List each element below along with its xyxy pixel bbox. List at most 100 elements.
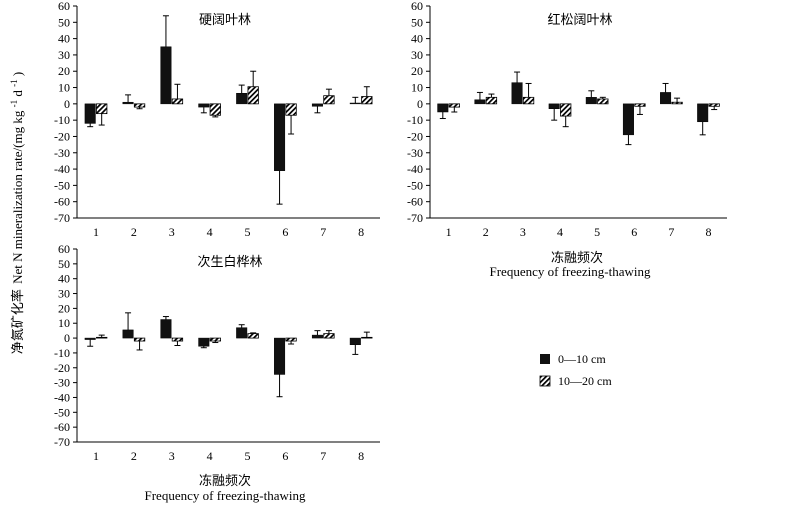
x-tick-label: 7 bbox=[320, 449, 326, 463]
panel-korean-pine: 红松阔叶林 冻融频次 Frequency of freezing-thawing… bbox=[407, 0, 727, 279]
bar-10-20cm bbox=[171, 98, 184, 105]
x-tick-label: 7 bbox=[668, 225, 674, 239]
bar-10-20cm bbox=[96, 336, 108, 339]
bar-10-20cm bbox=[247, 333, 259, 339]
bar-0-10cm bbox=[160, 319, 172, 339]
y-axis-title-en: Net N mineralization rate/(mg kg bbox=[10, 110, 25, 284]
y-tick-label: -50 bbox=[407, 178, 423, 192]
bar-10-20cm bbox=[209, 337, 221, 342]
y-tick-label: 30 bbox=[58, 48, 70, 62]
y-tick-label: -30 bbox=[407, 146, 423, 160]
x-tick-label: 4 bbox=[207, 449, 213, 463]
y-tick-label: 40 bbox=[411, 32, 423, 46]
bar-10-20cm bbox=[209, 103, 221, 116]
panel-title: 次生白桦林 bbox=[197, 254, 262, 269]
x-tick-label: 2 bbox=[131, 449, 137, 463]
y-axis-title: 净氮矿化率 Net N mineralization rate/(mg kg -… bbox=[5, 72, 25, 354]
bar-10-20cm bbox=[247, 86, 259, 105]
y-tick-label: -70 bbox=[54, 435, 70, 449]
y-tick-label: -60 bbox=[54, 195, 70, 209]
y-tick-label: 10 bbox=[58, 316, 70, 330]
y-tick-label: -30 bbox=[54, 146, 70, 160]
y-tick-label: 50 bbox=[411, 15, 423, 29]
y-tick-label: 30 bbox=[58, 287, 70, 301]
x-tick-label: 3 bbox=[520, 225, 526, 239]
x-tick-label: 1 bbox=[93, 449, 99, 463]
y-tick-label: -60 bbox=[54, 420, 70, 434]
bar-10-20cm bbox=[671, 101, 683, 105]
y-tick-label: 10 bbox=[58, 81, 70, 95]
y-tick-label: 0 bbox=[64, 97, 70, 111]
bar-10-20cm bbox=[361, 96, 373, 105]
bar-10-20cm bbox=[96, 103, 108, 115]
y-tick-label: 20 bbox=[411, 64, 423, 78]
bar-0-10cm bbox=[697, 103, 709, 123]
y-tick-label: 40 bbox=[58, 272, 70, 286]
y-tick-label: -40 bbox=[407, 162, 423, 176]
bar-10-20cm bbox=[597, 98, 609, 105]
bar-0-10cm bbox=[236, 92, 248, 105]
x-tick-label: 7 bbox=[320, 225, 326, 239]
x-tick-label: 1 bbox=[446, 225, 452, 239]
y-tick-label: -50 bbox=[54, 405, 70, 419]
y-tick-label: 0 bbox=[417, 97, 423, 111]
bar-0-10cm bbox=[660, 92, 672, 105]
x-tick-label: 6 bbox=[631, 225, 637, 239]
y-tick-label: 60 bbox=[58, 242, 70, 256]
x-tick-label: 3 bbox=[169, 449, 175, 463]
bar-10-20cm bbox=[133, 337, 146, 342]
bar-0-10cm bbox=[122, 101, 134, 105]
y-tick-label: -70 bbox=[407, 211, 423, 225]
bar-10-20cm bbox=[522, 96, 535, 105]
x-tick-label: 6 bbox=[282, 225, 288, 239]
panel-title: 红松阔叶林 bbox=[547, 12, 612, 27]
panel-hardwood: 硬阔叶林 -70 -60 -50 -40 -30 -20 -10 0 10 20 30 40 50 60 1… bbox=[54, 0, 380, 239]
legend-swatch-hatched bbox=[539, 375, 551, 387]
x-axis-title-cn: 冻融频次 bbox=[551, 250, 603, 265]
bar-0-10cm bbox=[274, 103, 286, 171]
x-tick-label: 8 bbox=[358, 449, 364, 463]
y-axis-title-sup1: -1 bbox=[9, 100, 19, 108]
bar-0-10cm bbox=[548, 103, 560, 109]
y-axis-title-sup2: -1 bbox=[9, 79, 19, 87]
bar-0-10cm bbox=[274, 337, 286, 375]
legend-swatch-solid bbox=[540, 354, 550, 364]
bar-0-10cm bbox=[311, 334, 323, 339]
y-tick-label: -40 bbox=[54, 390, 70, 404]
bar-0-10cm bbox=[349, 102, 361, 105]
x-tick-label: 8 bbox=[358, 225, 364, 239]
bar-10-20cm bbox=[708, 103, 720, 107]
legend-item-10-20cm: 10—20 cm bbox=[539, 374, 612, 388]
bar-0-10cm bbox=[198, 103, 210, 108]
bar-10-20cm bbox=[133, 103, 146, 108]
bar-0-10cm bbox=[349, 337, 361, 346]
y-axis-title-end: ) bbox=[10, 72, 25, 76]
y-tick-label: -10 bbox=[54, 346, 70, 360]
bar-0-10cm bbox=[585, 97, 597, 105]
y-tick-label: 50 bbox=[58, 15, 70, 29]
x-tick-label: 6 bbox=[282, 449, 288, 463]
x-tick-label: 4 bbox=[557, 225, 563, 239]
y-axis-title-cn: 净氮矿化率 bbox=[10, 289, 25, 354]
legend-label: 10—20 cm bbox=[558, 374, 612, 388]
y-tick-label: 50 bbox=[58, 257, 70, 271]
bar-10-20cm bbox=[448, 103, 460, 108]
y-tick-label: -10 bbox=[407, 113, 423, 127]
y-tick-label: 10 bbox=[411, 81, 423, 95]
legend-label: 0—10 cm bbox=[558, 352, 606, 366]
bar-10-20cm bbox=[485, 96, 498, 105]
bar-10-20cm bbox=[560, 103, 572, 117]
y-tick-label: -40 bbox=[54, 162, 70, 176]
x-tick-label: 1 bbox=[93, 225, 99, 239]
x-tick-label: 4 bbox=[207, 225, 213, 239]
y-tick-label: 60 bbox=[411, 0, 423, 13]
bar-0-10cm bbox=[311, 103, 323, 107]
bar-0-10cm bbox=[622, 103, 634, 136]
bar-0-10cm bbox=[474, 99, 486, 105]
bar-0-10cm bbox=[437, 103, 449, 113]
y-tick-label: -70 bbox=[54, 211, 70, 225]
bar-10-20cm bbox=[361, 336, 373, 339]
bar-10-20cm bbox=[285, 103, 297, 116]
y-tick-label: 40 bbox=[58, 32, 70, 46]
bar-10-20cm bbox=[323, 95, 335, 105]
